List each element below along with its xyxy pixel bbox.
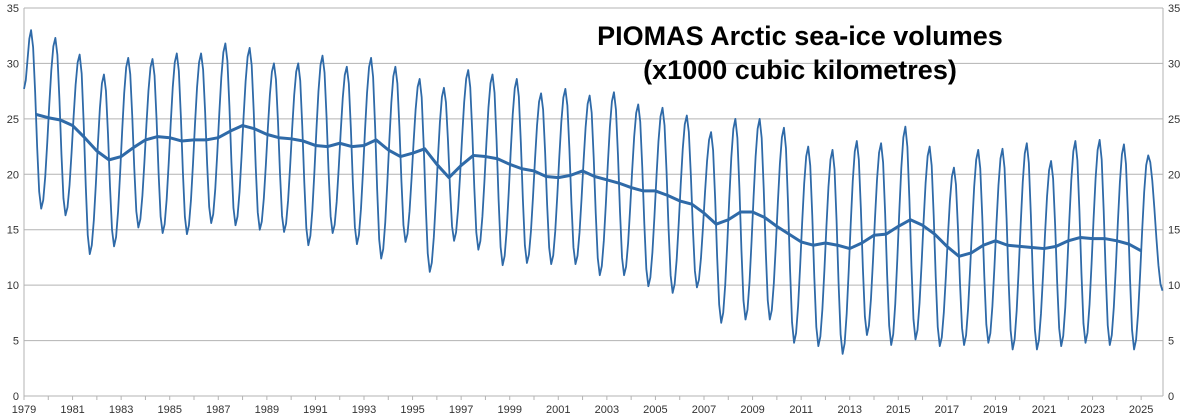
y-tick-label-right: 10 — [1168, 280, 1180, 292]
y-tick-label-left: 20 — [7, 169, 19, 181]
y-tick-label-right: 0 — [1168, 391, 1174, 403]
monthly-volume-line — [23, 29, 1164, 355]
x-tick-label: 2021 — [1032, 404, 1056, 416]
y-tick-label-right: 15 — [1168, 225, 1180, 237]
x-tick-label: 2013 — [837, 404, 861, 416]
y-tick-label-left: 0 — [13, 391, 19, 403]
y-tick-label-right: 25 — [1168, 114, 1180, 126]
x-tick-label: 2017 — [935, 404, 959, 416]
running-mean-line — [35, 112, 1142, 258]
y-tick-label-left: 10 — [7, 280, 19, 292]
y-tick-label-left: 25 — [7, 114, 19, 126]
chart-title-line-1: PIOMAS Arctic sea-ice volumes — [597, 21, 1003, 51]
x-tick-label: 1983 — [109, 404, 133, 416]
y-tick-label-right: 5 — [1168, 336, 1174, 348]
x-tick-label: 1997 — [449, 404, 473, 416]
x-tick-label: 1985 — [157, 404, 181, 416]
y-tick-label-right: 30 — [1168, 58, 1180, 70]
x-tick-label: 1989 — [255, 404, 279, 416]
axes-layer — [23, 8, 1164, 400]
x-tick-label: 1999 — [497, 404, 521, 416]
x-tick-label: 1993 — [352, 404, 376, 416]
x-tick-label: 1979 — [12, 404, 36, 416]
x-tick-label: 2007 — [692, 404, 716, 416]
x-tick-label: 1995 — [400, 404, 424, 416]
chart-title-line-2: (x1000 cubic kilometres) — [643, 55, 957, 85]
x-tick-label: 1987 — [206, 404, 230, 416]
x-tick-label: 2011 — [789, 404, 813, 416]
x-tick-label: 1991 — [303, 404, 327, 416]
y-tick-label-left: 30 — [7, 58, 19, 70]
x-tick-label: 2009 — [740, 404, 764, 416]
x-tick-label: 2019 — [983, 404, 1007, 416]
x-tick-label: 2015 — [886, 404, 910, 416]
series-layer — [23, 29, 1164, 355]
y-tick-label-left: 15 — [7, 225, 19, 237]
x-tick-label: 2003 — [595, 404, 619, 416]
x-tick-label: 1981 — [60, 404, 84, 416]
y-tick-label-left: 5 — [13, 336, 19, 348]
y-tick-label-left: 35 — [7, 3, 19, 15]
x-tick-label: 2023 — [1080, 404, 1104, 416]
x-tick-label: 2005 — [643, 404, 667, 416]
y-tick-label-right: 20 — [1168, 169, 1180, 181]
y-tick-label-right: 35 — [1168, 3, 1180, 15]
grid-layer — [24, 7, 1163, 397]
x-tick-label: 2001 — [546, 404, 570, 416]
chart-title: PIOMAS Arctic sea-ice volumes (x1000 cub… — [597, 21, 1003, 85]
x-tick-label: 2025 — [1129, 404, 1153, 416]
